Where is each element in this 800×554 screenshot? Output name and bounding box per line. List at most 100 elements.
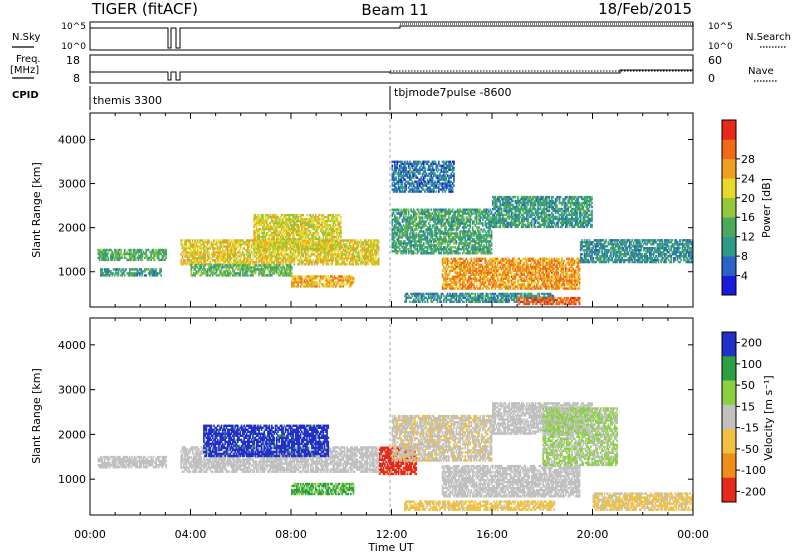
- data-cell: [275, 216, 278, 219]
- data-cell: [120, 250, 122, 254]
- data-cell: [101, 252, 103, 256]
- data-cell: [329, 259, 332, 262]
- data-cell: [292, 223, 294, 227]
- data-cell: [411, 250, 414, 253]
- data-cell: [460, 214, 463, 217]
- data-cell: [421, 294, 424, 298]
- data-cell: [327, 263, 330, 266]
- data-cell: [262, 274, 264, 277]
- data-cell: [308, 275, 311, 278]
- data-cell: [278, 223, 281, 227]
- data-cell: [515, 294, 518, 298]
- data-cell: [277, 266, 279, 269]
- data-cell: [431, 216, 434, 219]
- data-cell: [294, 216, 297, 219]
- data-cell: [307, 253, 309, 256]
- data-cell: [215, 272, 218, 275]
- data-cell: [100, 254, 102, 258]
- data-cell: [282, 225, 284, 229]
- data-cell: [404, 246, 406, 249]
- data-cell: [258, 272, 260, 275]
- data-cell: [289, 272, 292, 275]
- data-cell: [303, 223, 306, 227]
- data-cell: [194, 259, 196, 262]
- data-cell: [335, 277, 337, 280]
- data-cell: [460, 240, 463, 243]
- data-cell: [326, 279, 328, 282]
- data-cell: [479, 238, 482, 241]
- data-cell: [221, 247, 224, 250]
- data-cell: [237, 255, 239, 258]
- data-cell: [316, 277, 318, 280]
- data-cell: [391, 214, 394, 217]
- data-cell: [485, 218, 488, 221]
- data-cell: [351, 247, 353, 250]
- data-cell: [489, 216, 492, 219]
- data-cell: [221, 241, 224, 244]
- data-cell: [453, 238, 455, 241]
- data-cell: [424, 234, 426, 237]
- data-cell: [260, 251, 263, 254]
- data-cell: [259, 270, 262, 273]
- data-cell: [253, 217, 255, 221]
- data-cell: [487, 218, 489, 221]
- data-cell: [484, 296, 487, 299]
- data-cell: [308, 255, 311, 258]
- data-cell: [355, 263, 357, 266]
- data-cell: [210, 268, 213, 271]
- data-cell: [337, 251, 340, 254]
- data-cell: [298, 219, 301, 223]
- data-cell: [286, 223, 288, 227]
- data-cell: [323, 233, 326, 237]
- data-cell: [297, 263, 299, 266]
- data-cell: [312, 223, 315, 227]
- data-cell: [263, 235, 266, 239]
- data-cell: [441, 222, 444, 225]
- data-cell: [362, 247, 365, 250]
- data-cell: [157, 248, 160, 252]
- data-cell: [464, 240, 467, 243]
- data-cell: [165, 252, 168, 256]
- data-cell: [414, 220, 416, 223]
- data-cell: [257, 221, 259, 225]
- data-cell: [120, 248, 122, 252]
- data-cell: [431, 232, 434, 235]
- data-cell: [483, 238, 485, 241]
- data-cell: [336, 219, 338, 223]
- data-cell: [332, 243, 335, 247]
- data-cell: [426, 236, 429, 239]
- data-cell: [180, 241, 183, 244]
- data-cell: [420, 296, 423, 299]
- data-cell: [116, 256, 119, 260]
- data-cell: [265, 233, 268, 237]
- data-cell: [304, 233, 307, 237]
- data-cell: [331, 216, 333, 219]
- data-cell: [324, 263, 327, 266]
- data-cell: [254, 217, 257, 221]
- data-cell: [259, 272, 262, 275]
- data-cell: [505, 300, 508, 303]
- data-cell: [247, 249, 249, 252]
- data-cell: [404, 226, 406, 229]
- data-cell: [350, 275, 352, 278]
- data-cell: [293, 263, 296, 266]
- data-cell: [358, 257, 361, 260]
- data-cell: [255, 219, 258, 223]
- data-cell: [411, 238, 414, 241]
- data-cell: [414, 252, 416, 255]
- data-cell: [438, 240, 440, 243]
- data-cell: [294, 237, 297, 241]
- data-cell: [260, 259, 263, 262]
- data-cell: [355, 241, 357, 244]
- data-cell: [193, 251, 195, 254]
- freq-label-line2: [MHz]: [10, 65, 39, 76]
- data-cell: [260, 257, 263, 260]
- data-cell: [291, 227, 293, 231]
- data-cell: [282, 227, 284, 231]
- data-cell: [440, 232, 443, 235]
- data-cell: [446, 246, 449, 249]
- data-cell: [299, 241, 302, 244]
- data-cell: [230, 266, 233, 269]
- data-cell: [279, 231, 282, 235]
- data-cell: [280, 243, 283, 247]
